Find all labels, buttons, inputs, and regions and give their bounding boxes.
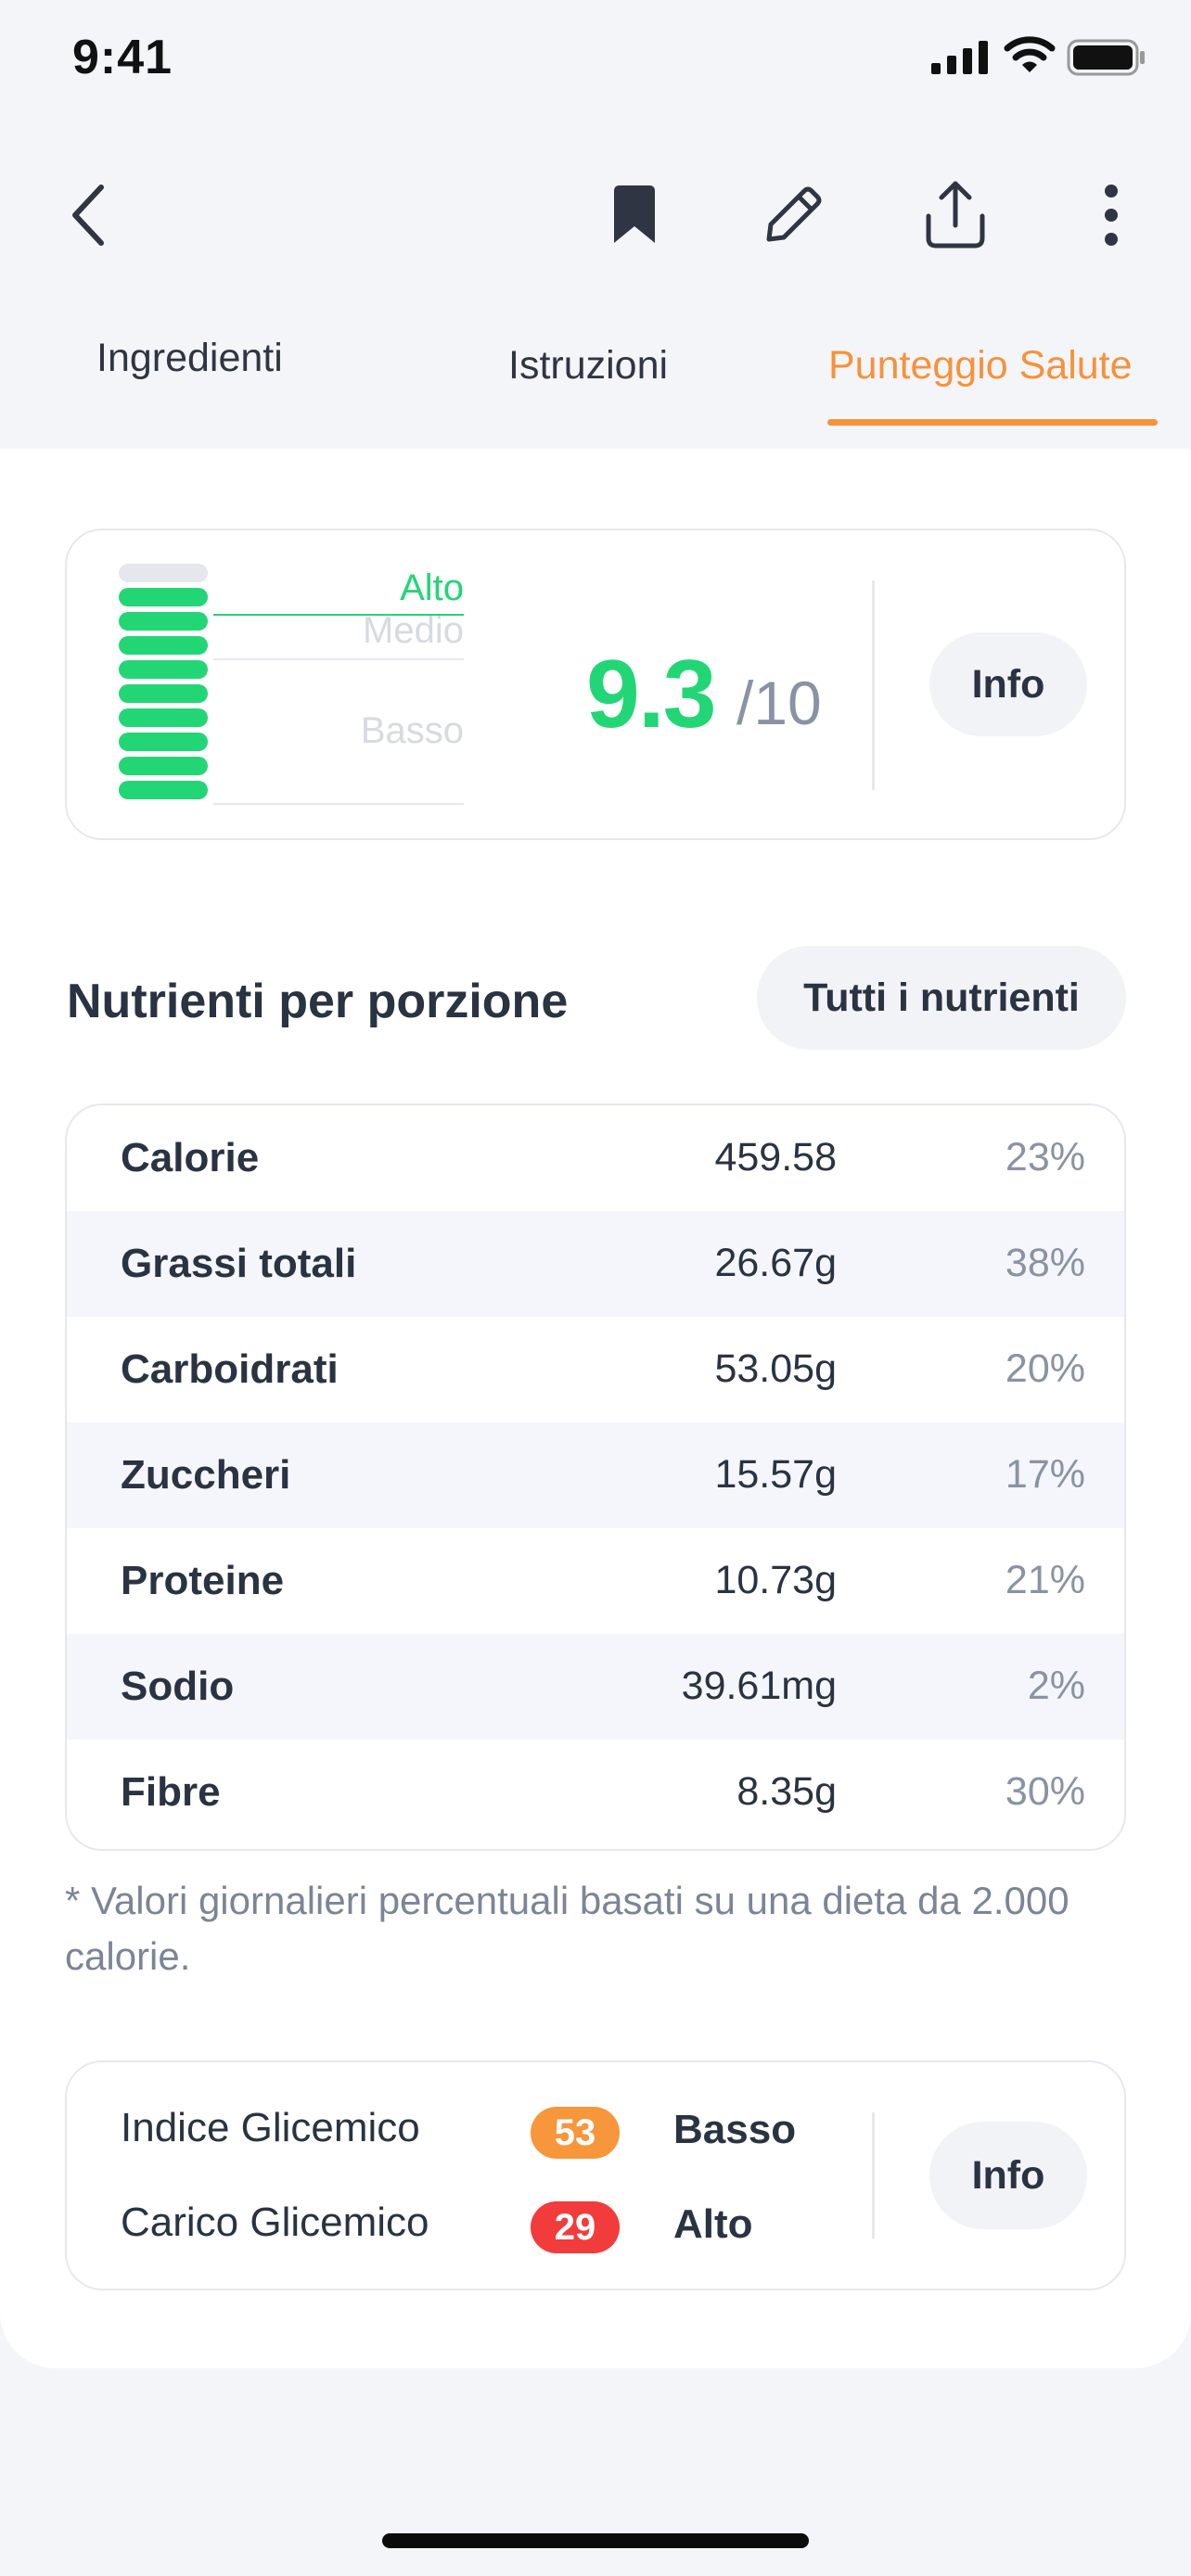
level-label-medium: Medio [363, 610, 464, 651]
health-score-card: Alto Medio Basso 9.3 /10 Info [65, 529, 1126, 840]
nutrient-name: Fibre [121, 1769, 221, 1815]
edit-button[interactable] [756, 178, 830, 252]
nutrient-row: Sodio 39.61mg 2% [67, 1634, 1124, 1740]
level-line-medium [213, 658, 464, 660]
signal-icon [931, 41, 988, 74]
nutrient-row: Calorie 459.58 23% [67, 1105, 1124, 1211]
status-bar: 9:41 [0, 0, 1191, 121]
nutrients-title: Nutrienti per porzione [67, 975, 569, 1028]
share-button[interactable] [916, 174, 994, 254]
nutrient-daily-percent: 20% [1005, 1346, 1085, 1391]
meter-segment [119, 757, 208, 775]
glycemic-info-button[interactable]: Info [929, 2122, 1087, 2229]
status-time: 9:41 [72, 31, 173, 84]
nutrient-daily-percent: 23% [1005, 1135, 1085, 1180]
meter-segment [119, 660, 208, 679]
glycemic-card: Indice Glicemico 53 Basso Carico Glicemi… [65, 2060, 1126, 2290]
meter-segment [119, 684, 208, 703]
meter-segment [119, 612, 208, 631]
pencil-icon [766, 186, 822, 242]
glycemic-index-level: Basso [673, 2107, 797, 2152]
score-value: 9.3 [586, 641, 717, 748]
meter-segment [119, 708, 208, 727]
nutrients-table: Calorie 459.58 23% Grassi totali 26.67g 38% Ca… [65, 1103, 1126, 1851]
battery-icon [1067, 39, 1145, 76]
glycemic-load-badge: 29 [531, 2201, 620, 2253]
nutrient-name: Calorie [121, 1135, 260, 1180]
nutrient-value: 459.58 [714, 1135, 837, 1180]
level-line-high [213, 614, 464, 616]
bookmark-button[interactable] [599, 178, 670, 252]
level-label-low: Basso [360, 710, 464, 751]
active-tab-indicator [827, 419, 1158, 426]
nutrient-value: 39.61mg [681, 1664, 837, 1708]
nutrient-daily-percent: 21% [1005, 1558, 1085, 1602]
meter-segment [119, 564, 208, 582]
level-line-low [213, 803, 464, 805]
divider [872, 580, 875, 790]
nutrient-daily-percent: 38% [1005, 1241, 1085, 1285]
meter-segment [119, 588, 208, 606]
score-info-button[interactable]: Info [929, 632, 1087, 736]
nutrient-value: 53.05g [714, 1346, 837, 1391]
meter-segment [119, 733, 208, 751]
nutrient-row: Carboidrati 53.05g 20% [67, 1317, 1124, 1422]
tab-istruzioni[interactable]: Istruzioni [508, 343, 669, 388]
tab-punteggio-salute[interactable]: Punteggio Salute [828, 343, 1133, 388]
glycemic-index-label: Indice Glicemico [121, 2105, 420, 2150]
all-nutrients-button[interactable]: Tutti i nutrienti [757, 946, 1126, 1050]
nutrient-row: Fibre 8.35g 30% [67, 1740, 1124, 1845]
nutrient-row: Zuccheri 15.57g 17% [67, 1422, 1124, 1528]
glycemic-index-badge: 53 [531, 2107, 620, 2159]
nutrient-name: Zuccheri [121, 1452, 291, 1498]
nutrient-row: Grassi totali 26.67g 38% [67, 1211, 1124, 1317]
glycemic-load-level: Alto [673, 2201, 753, 2247]
daily-values-footnote: * Valori giornalieri percentuali basati … [65, 1879, 1069, 1978]
content-panel: Alto Medio Basso 9.3 /10 Info Nutrienti … [0, 449, 1191, 2368]
nutrient-daily-percent: 2% [1027, 1664, 1085, 1708]
navigation-bar [0, 158, 1191, 269]
home-indicator [382, 2533, 809, 2548]
nutrient-value: 15.57g [714, 1452, 837, 1497]
nutrient-value: 8.35g [736, 1769, 837, 1814]
glycemic-load-label: Carico Glicemico [121, 2200, 429, 2245]
meter-segment [119, 781, 208, 799]
chevron-left-icon [72, 185, 104, 246]
wifi-icon [1004, 36, 1056, 72]
level-label-high: Alto [400, 567, 464, 608]
score-meter [119, 564, 208, 805]
score-max: /10 [736, 669, 822, 737]
nutrient-value: 10.73g [714, 1558, 837, 1602]
more-vertical-icon [1105, 185, 1118, 246]
nutrient-name: Carboidrati [121, 1346, 339, 1392]
back-button[interactable] [56, 176, 121, 254]
nutrient-daily-percent: 30% [1005, 1769, 1085, 1814]
tab-ingredienti[interactable]: Ingredienti [96, 336, 283, 380]
nutrient-name: Grassi totali [121, 1241, 357, 1286]
nutrient-daily-percent: 17% [1005, 1452, 1085, 1497]
nutrient-name: Sodio [121, 1664, 235, 1709]
more-button[interactable] [1085, 176, 1137, 254]
nutrient-value: 26.67g [714, 1241, 837, 1285]
tab-bar: Ingredienti Istruzioni Punteggio Salute [0, 325, 1191, 427]
nutrient-name: Proteine [121, 1558, 285, 1603]
share-icon [926, 181, 985, 249]
nutrient-row: Proteine 10.73g 21% [67, 1528, 1124, 1634]
divider [872, 2112, 875, 2238]
meter-segment [119, 636, 208, 655]
bookmark-icon [614, 185, 655, 243]
